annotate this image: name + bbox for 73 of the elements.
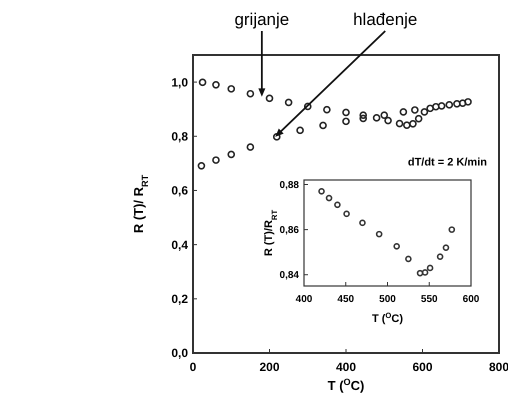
point [198, 78, 206, 86]
point [212, 156, 220, 164]
point [393, 243, 400, 250]
point [359, 111, 368, 119]
point [436, 253, 444, 260]
annotation: grijanje [234, 10, 290, 29]
y-tick-label: 0,86 [280, 225, 300, 236]
annotation: dT/dt = 2 K/min [408, 156, 488, 168]
point [438, 102, 446, 110]
x-tick-label: 500 [379, 294, 396, 305]
y-tick-label: 0,8 [171, 129, 188, 144]
point [400, 108, 408, 116]
point [426, 104, 434, 112]
point [272, 133, 281, 141]
x-axis-title: T ($^{O}$C) [372, 310, 404, 325]
y-tick-label: 1,0 [171, 75, 188, 90]
point [420, 108, 428, 116]
point [396, 120, 404, 128]
point [304, 102, 312, 110]
point [334, 202, 341, 208]
point [442, 244, 450, 251]
annotation: hlađenje [353, 10, 418, 29]
y-tick-label: 0,88 [280, 180, 300, 192]
point [326, 194, 332, 202]
point [416, 270, 424, 276]
point [359, 114, 368, 122]
point [372, 114, 380, 122]
point [409, 120, 417, 128]
x-tick-label: 450 [337, 294, 355, 305]
point [422, 269, 428, 276]
point [319, 122, 327, 130]
point [403, 121, 411, 129]
point [198, 162, 206, 170]
point [445, 101, 454, 109]
point [318, 188, 325, 195]
point [448, 226, 456, 233]
point [458, 99, 466, 108]
point [296, 126, 304, 134]
point [323, 106, 331, 114]
x-tick-label: 200 [259, 360, 280, 374]
point [284, 98, 292, 106]
point [411, 106, 419, 114]
point [464, 98, 472, 106]
y-tick-label: 0,6 [171, 184, 188, 198]
x-tick-label: 600 [462, 294, 480, 305]
point [376, 230, 382, 238]
point [414, 114, 422, 122]
point [246, 90, 254, 98]
point [343, 210, 350, 218]
x-tick-label: 0 [190, 360, 197, 374]
point [227, 150, 236, 158]
point [342, 118, 350, 126]
point [266, 94, 274, 102]
y-tick-label: 0,4 [171, 238, 188, 252]
point [426, 264, 434, 272]
point [246, 143, 254, 151]
y-tick-label: 0,2 [171, 292, 188, 306]
point [212, 81, 220, 89]
point [359, 220, 366, 226]
x-axis-title: T ($^{O}$C) [328, 377, 364, 393]
x-tick-label: 600 [412, 360, 433, 374]
point [380, 111, 388, 119]
point [384, 116, 392, 124]
x-tick-label: 400 [296, 294, 313, 305]
point [405, 256, 412, 262]
point [342, 108, 350, 116]
y-tick-label: 0,84 [280, 270, 300, 282]
x-tick-label: 550 [420, 294, 438, 305]
point [432, 102, 440, 111]
x-tick-label: 400 [336, 360, 356, 374]
point [227, 85, 236, 93]
point [453, 100, 461, 108]
y-tick-label: 0,0 [171, 346, 188, 360]
